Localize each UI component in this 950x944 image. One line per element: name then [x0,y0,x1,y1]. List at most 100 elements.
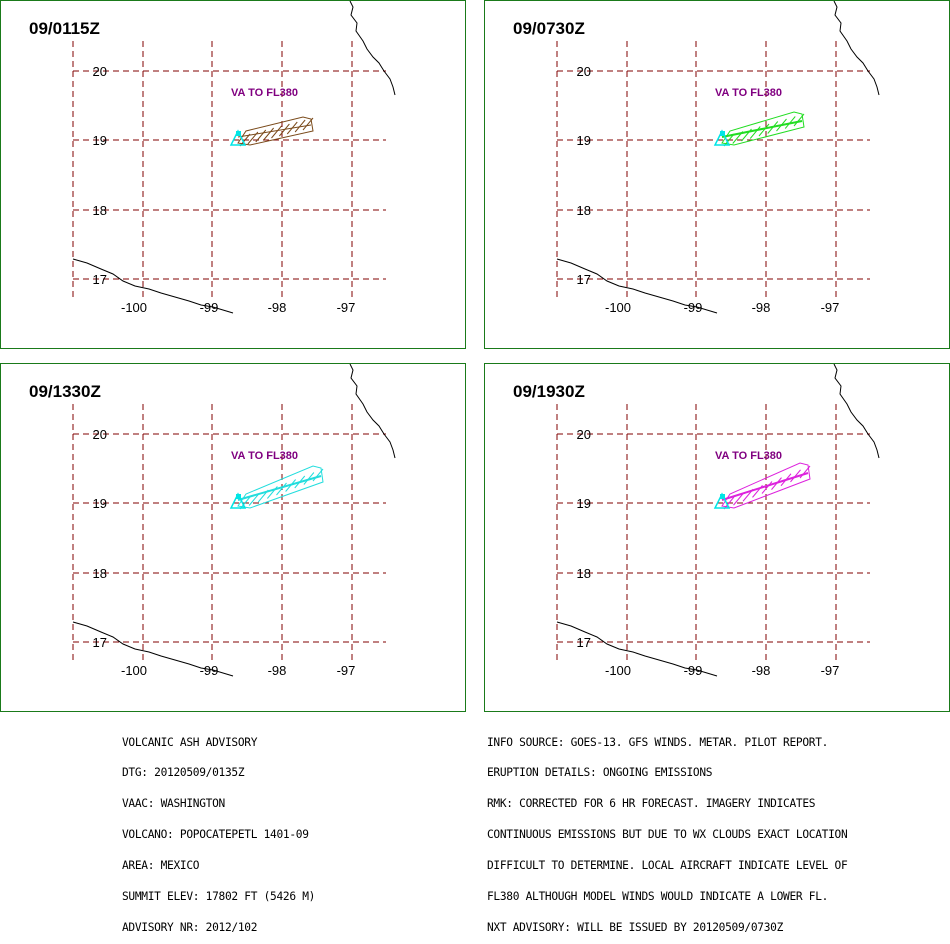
advisory-line: RMK: CORRECTED FOR 6 HR FORECAST. IMAGER… [487,797,816,811]
panel-timestamp: 09/1330Z [29,382,101,401]
ash-hatch [278,123,290,137]
lat-label: 20 [577,64,591,79]
lon-label: -97 [821,663,840,678]
lat-label: 18 [577,566,591,581]
coastline-south [72,621,234,677]
coastline-south [556,621,718,677]
lon-label: -99 [200,300,219,315]
advisory-line: CONTINUOUS EMISSIONS BUT DUE TO WX CLOUD… [487,828,848,842]
ash-hatch [723,496,735,510]
advisory-line: AREA: MEXICO [122,859,200,873]
volcano-triangle-icon [229,492,247,509]
lat-label: 20 [93,64,107,79]
map-svg-2: 20 19 18 17 -100 -99 -98 -97 VA TO FL380 [556,1,880,315]
volcano-vent-icon [236,494,241,499]
advisory-line: VOLCANO: POPOCATEPETL 1401-09 [122,828,309,842]
ash-hatch [793,113,805,127]
ash-hatch [302,117,314,131]
advisory-text-left: VOLCANIC ASH ADVISORY DTG: 20120509/0135… [122,717,315,944]
ash-hatch [790,469,801,483]
lon-label: -99 [200,663,219,678]
ash-plume-outline [237,116,314,146]
volcano-triangle-icon [229,129,247,146]
lat-label: 19 [93,496,107,511]
advisory-line: VOLCANIC ASH ADVISORY [122,735,258,749]
lon-label: -98 [752,300,771,315]
advisory-line: FL380 ALTHOUGH MODEL WINDS WOULD INDICAT… [487,890,829,904]
lat-label: 17 [93,272,107,287]
advisory-line: DIFFICULT TO DETERMINE. LOCAL AIRCRAFT I… [487,859,848,873]
lat-label: 17 [577,272,591,287]
ash-plume-axis [237,124,312,138]
panel-timestamp: 09/1930Z [513,382,585,401]
lat-label: 18 [93,203,107,218]
advisory-line: SUMMIT ELEV: 17802 FT (5426 M) [122,890,316,904]
ash-hatch [733,492,744,506]
ash-hatch [312,468,324,482]
lon-label: -98 [268,300,287,315]
map-svg-3: 20 19 18 17 -100 -99 -98 -97 VA TO FL380 [72,364,396,678]
lon-label: -97 [337,663,356,678]
map-panel-2: 20 19 18 17 -100 -99 -98 -97 VA TO FL380 09/0730… [484,0,950,349]
advisory-line: VAAC: WASHINGTON [122,797,225,811]
map-panel-3: 20 19 18 17 -100 -99 -98 -97 VA TO FL380 09/1330… [0,363,466,712]
advisory-line: DTG: 20120509/0135Z [122,766,245,780]
advisory-line: INFO SOURCE: GOES-13. GFS WINDS. METAR. … [487,735,829,749]
lat-label: 18 [577,203,591,218]
ash-hatch [239,496,251,510]
lon-label: -99 [684,663,703,678]
ash-plume-outline [721,462,811,509]
ash-hatch [263,127,275,141]
volcano-vent-icon [720,131,725,136]
lat-label: 20 [93,427,107,442]
lon-label: -100 [121,300,147,315]
ash-hatch [271,125,282,139]
coastline-south [556,258,718,314]
ash-hatch [758,123,770,137]
ash-plume-axis [721,120,803,138]
lon-label: -98 [752,663,771,678]
map-panel-4: 20 19 18 17 -100 -99 -98 -97 VA TO FL380 09/1930… [484,363,950,712]
volcano-triangle-icon [713,129,731,146]
ash-plume-axis [237,475,322,501]
ash-plume-axis [721,472,809,501]
coastline-north [833,364,880,459]
lat-label: 20 [577,427,591,442]
lon-label: -97 [337,300,356,315]
ash-hatch [239,133,251,147]
lon-label: -100 [121,663,147,678]
coastline-north [833,1,880,96]
ash-plume-outline [721,111,805,146]
coastline-north [349,1,396,96]
ash-hatch [294,119,306,133]
coastline-south [72,258,234,314]
advisory-line: NXT ADVISORY: WILL BE ISSUED BY 20120509… [487,920,784,934]
ash-hatch [276,482,287,496]
advisory-text-right: INFO SOURCE: GOES-13. GFS WINDS. METAR. … [487,717,848,944]
lat-label: 19 [577,133,591,148]
map-svg-1: 20 19 18 17 -100 -99 -98 -97 VA TO FL380 [72,1,396,315]
volcano-triangle-icon [713,492,731,509]
ash-hatch [761,481,773,494]
ash-plume-outline [237,465,324,509]
lat-label: 19 [577,496,591,511]
panel-timestamp: 09/0730Z [513,19,585,38]
map-panel-1: 20 19 18 17 -100 -99 -98 -97 VA TO FL380 09/0115… [0,0,466,349]
va-level-label: VA TO FL380 [231,87,298,99]
advisory-line: ADVISORY NR: 2012/102 [122,920,258,934]
lon-label: -100 [605,300,631,315]
lon-label: -98 [268,663,287,678]
va-level-label: VA TO FL380 [231,450,298,462]
lat-label: 17 [93,635,107,650]
ash-hatch [749,126,761,139]
va-level-label: VA TO FL380 [715,87,782,99]
volcano-vent-icon [236,131,241,136]
ash-hatch [255,129,267,143]
volcano-vent-icon [720,494,725,499]
va-level-label: VA TO FL380 [715,450,782,462]
panel-timestamp: 09/0115Z [29,19,100,38]
lon-label: -100 [605,663,631,678]
lat-label: 17 [577,635,591,650]
lon-label: -97 [821,300,840,315]
ash-hatch [723,133,735,147]
